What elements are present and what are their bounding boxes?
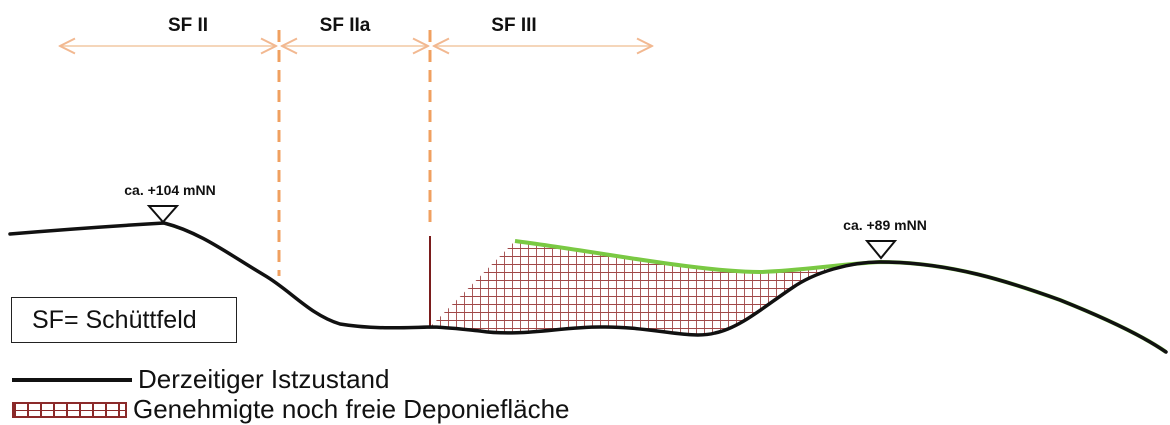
abbreviation-box: SF= Schüttfeld [11,297,237,343]
legend-label-current-state: Derzeitiger Istzustand [138,364,390,394]
legend-line-swatch [12,377,132,382]
current-terrain-line [8,221,1168,354]
zone-label-sf3: SF III [491,15,536,36]
zone-label-sf2a: SF IIa [320,15,371,36]
approved-fill-area [430,241,880,335]
legend-hatch-swatch [12,401,127,418]
elevation-label-left: ca. +104 mNN [124,182,215,198]
zone-label-sf2: SF II [168,15,208,36]
elevation-marker-left [146,205,180,224]
legend-item-current-state: Derzeitiger Istzustand [12,364,389,395]
abbreviation-text: SF= Schüttfeld [32,305,197,334]
elevation-label-right: ca. +89 mNN [843,217,927,233]
legend-label-approved-area: Genehmigte noch freie Deponiefläche [133,394,570,424]
legend-item-approved-area: Genehmigte noch freie Deponiefläche [12,394,570,425]
triangle-marker-icon [146,205,180,224]
elevation-marker-right [864,240,898,260]
triangle-marker-icon [864,240,898,260]
